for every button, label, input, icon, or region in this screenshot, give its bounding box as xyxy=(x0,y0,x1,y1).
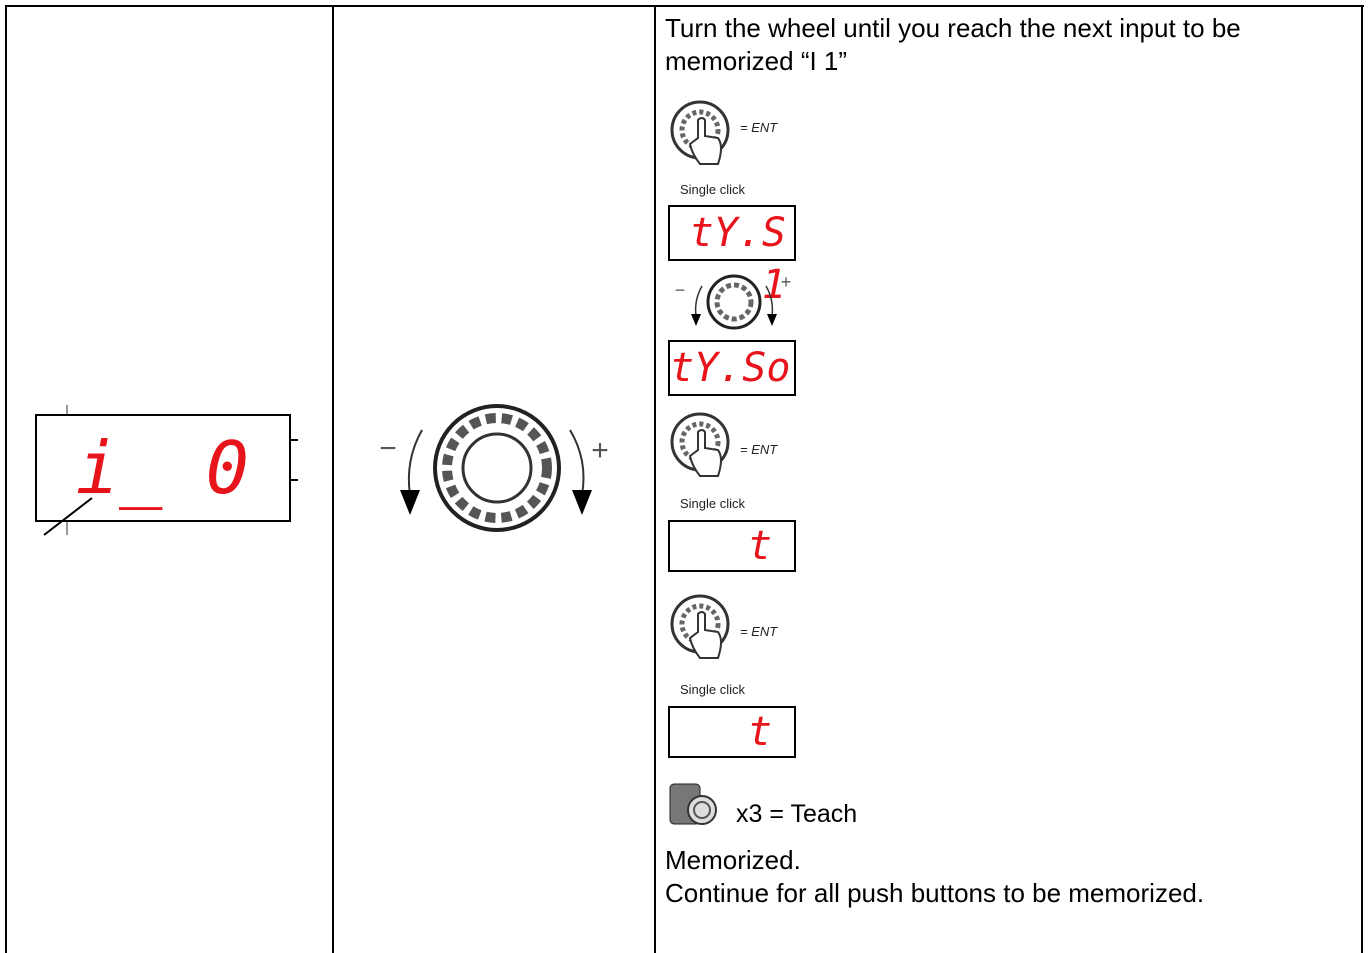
table-border xyxy=(1361,5,1363,953)
display-leads xyxy=(43,439,298,536)
caption: Single click xyxy=(680,182,746,197)
result-text: Memorized. xyxy=(665,845,801,875)
knob-icon xyxy=(670,100,730,165)
wheel-plus: + xyxy=(781,272,792,292)
knob-icon xyxy=(670,412,730,477)
ent-label: = ENT xyxy=(740,442,778,457)
continue-text: Continue for all push buttons to be memo… xyxy=(665,878,1205,908)
teach-label: x3 = Teach xyxy=(736,800,858,828)
table-border xyxy=(5,5,7,953)
segment-display: i_ 0 xyxy=(35,414,291,522)
caption: Single click xyxy=(680,496,746,511)
wheel-minus: − xyxy=(379,432,397,465)
wheel-plus: + xyxy=(591,434,609,467)
table-border xyxy=(654,5,656,953)
wheel-icon: − + xyxy=(379,404,609,532)
segment-display: t xyxy=(668,706,796,758)
wheel-icon: − + xyxy=(675,272,792,330)
ent-label: = ENT xyxy=(740,624,778,639)
table-border xyxy=(332,5,334,953)
pushbutton-icon xyxy=(669,783,717,825)
instruction-text: Turn the wheel until you reach the next … xyxy=(665,13,1241,76)
ent-label: = ENT xyxy=(740,120,778,135)
segment-display: tY.S 1 xyxy=(668,205,796,308)
knob-icon xyxy=(670,594,730,659)
table-border xyxy=(5,5,1364,7)
caption: Single click xyxy=(680,682,746,697)
wheel-minus: − xyxy=(675,280,686,300)
segment-display: t xyxy=(668,520,796,572)
segment-display: tY.So xyxy=(668,340,796,396)
